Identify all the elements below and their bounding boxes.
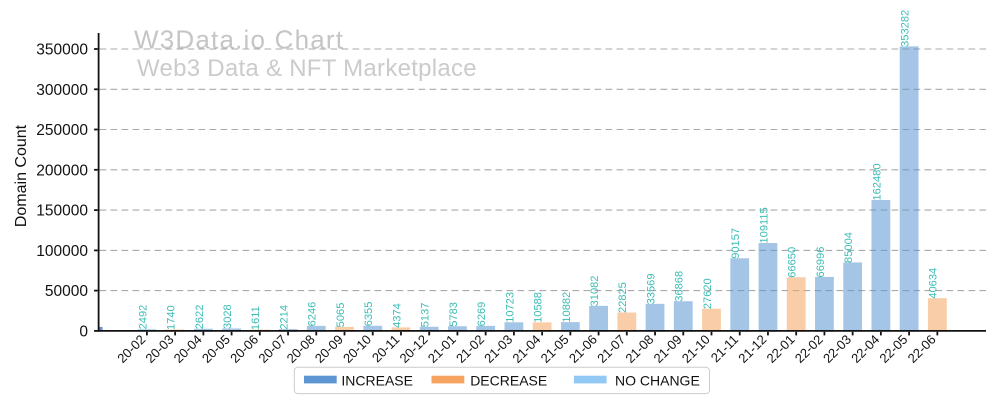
svg-text:66996: 66996 [815, 247, 827, 278]
svg-text:6355: 6355 [363, 302, 375, 327]
svg-text:85004: 85004 [843, 232, 855, 263]
svg-text:2492: 2492 [137, 305, 149, 330]
svg-text:10723: 10723 [504, 292, 516, 323]
svg-text:DECREASE: DECREASE [470, 373, 547, 389]
svg-text:1740: 1740 [166, 305, 178, 330]
svg-text:Web3 Data & NFT Marketplace: Web3 Data & NFT Marketplace [137, 55, 477, 82]
svg-text:109115: 109115 [758, 207, 770, 243]
svg-text:6246: 6246 [307, 302, 319, 327]
svg-text:5065: 5065 [335, 303, 347, 328]
svg-text:250000: 250000 [36, 122, 88, 139]
svg-text:W3Data.io Chart: W3Data.io Chart [134, 24, 344, 54]
svg-text:NO CHANGE: NO CHANGE [615, 373, 700, 389]
svg-text:Domain Count: Domain Count [13, 124, 30, 227]
svg-text:27620: 27620 [702, 278, 714, 309]
svg-text:10882: 10882 [561, 292, 573, 323]
svg-text:150000: 150000 [36, 203, 88, 220]
svg-text:36868: 36868 [674, 271, 686, 302]
svg-text:6269: 6269 [476, 302, 488, 327]
svg-text:200000: 200000 [36, 162, 88, 179]
svg-text:22825: 22825 [617, 282, 629, 313]
svg-text:4374: 4374 [391, 303, 403, 328]
svg-text:100000: 100000 [36, 243, 88, 260]
svg-text:5783: 5783 [448, 302, 460, 327]
svg-text:162480: 162480 [871, 163, 883, 200]
svg-text:0: 0 [79, 323, 88, 340]
svg-text:INCREASE: INCREASE [341, 373, 413, 389]
svg-text:2622: 2622 [194, 305, 206, 330]
svg-text:50000: 50000 [45, 283, 88, 300]
svg-text:31082: 31082 [589, 276, 601, 307]
svg-text:40634: 40634 [928, 268, 940, 299]
svg-text:353282: 353282 [900, 10, 912, 47]
svg-text:33569: 33569 [645, 274, 657, 305]
svg-text:5137: 5137 [420, 303, 432, 328]
svg-text:2214: 2214 [278, 305, 290, 330]
svg-text:10588: 10588 [533, 292, 545, 323]
svg-text:1611: 1611 [250, 306, 262, 330]
svg-text:3028: 3028 [222, 304, 234, 329]
svg-text:350000: 350000 [36, 42, 88, 59]
svg-text:90157: 90157 [730, 228, 742, 259]
svg-text:300000: 300000 [36, 82, 88, 99]
svg-text:66650: 66650 [787, 247, 799, 278]
